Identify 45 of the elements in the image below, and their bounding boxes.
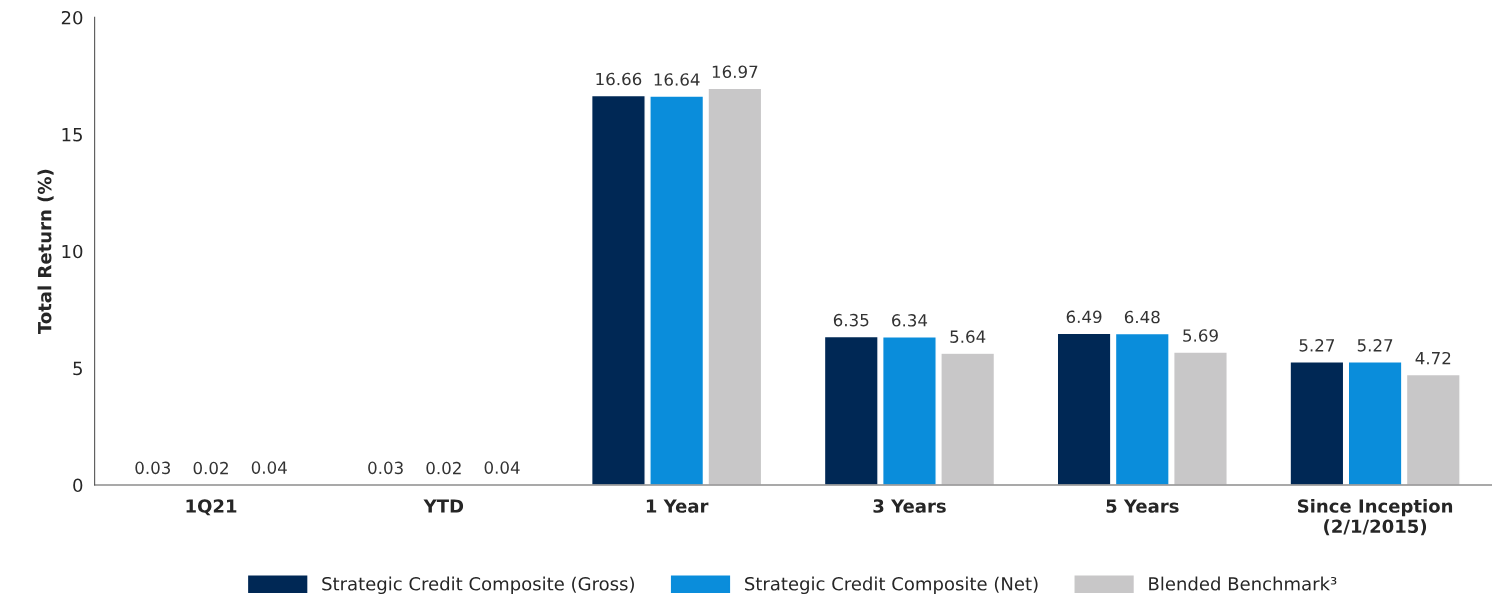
x-tick-label: Since Inception (2/1/2015): [1297, 498, 1453, 536]
y-tick-label: 15: [62, 128, 82, 142]
data-label: 16.66: [596, 72, 642, 86]
bar: [1347, 361, 1403, 486]
legend-label: Strategic Credit Composite (Net): [745, 576, 1038, 595]
bar: [1114, 332, 1170, 486]
y-axis-title: Total Return (%): [37, 169, 54, 335]
data-label: 16.64: [654, 73, 700, 86]
data-label: 0.02: [426, 461, 461, 475]
data-label: 0.03: [135, 461, 171, 475]
bar: [823, 335, 879, 486]
bar: [707, 87, 763, 486]
data-label: 5.69: [1183, 329, 1218, 342]
bar: [1289, 361, 1345, 486]
data-label: 0.04: [251, 461, 287, 474]
data-label: 4.72: [1415, 351, 1451, 365]
bar: [881, 336, 937, 486]
data-label: 6.48: [1124, 310, 1160, 324]
x-tick-label: 1Q21: [186, 499, 237, 516]
y-tick-label: 5: [73, 361, 82, 376]
y-tick-label: 0: [73, 478, 83, 493]
data-label: 0.02: [193, 461, 228, 475]
bar: [940, 352, 996, 486]
bar: [1173, 351, 1228, 486]
y-tick-label: 20: [61, 10, 83, 25]
data-label: 0.04: [484, 461, 520, 474]
data-label: 5.64: [950, 330, 986, 343]
legend-label: Strategic Credit Composite (Gross): [322, 576, 634, 595]
data-label: 6.34: [892, 314, 928, 327]
data-label: 5.27: [1299, 339, 1335, 352]
x-tick-label: 5 Years: [1106, 499, 1179, 513]
data-label: 16.97: [712, 65, 758, 79]
x-tick-label: 1 Year: [646, 499, 709, 513]
bar: [1405, 373, 1461, 486]
data-label: 6.49: [1066, 310, 1102, 324]
y-tick-label: 10: [62, 244, 83, 259]
data-label: 5.27: [1357, 339, 1393, 352]
legend-label: Blended Benchmark³: [1149, 576, 1337, 591]
data-label: 6.35: [833, 313, 869, 327]
bar: [1056, 332, 1112, 486]
bar: [590, 94, 646, 486]
x-tick-label: YTD: [423, 499, 464, 513]
data-label: 0.03: [368, 461, 403, 475]
bar: [649, 95, 705, 486]
x-tick-label: 3 Years: [873, 499, 946, 513]
